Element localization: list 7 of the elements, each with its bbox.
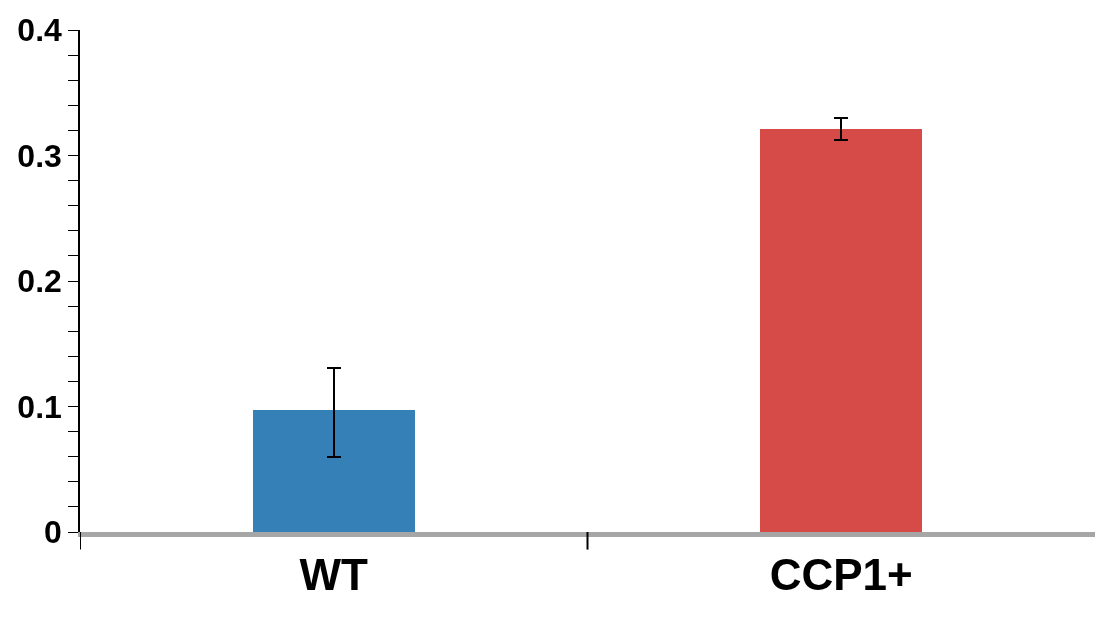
x-tick-label: CCP1+ [769, 549, 913, 599]
y-tick-label: 0.2 [17, 263, 62, 300]
y-tick-label: 0 [44, 514, 62, 551]
y-tick-label: 0.1 [17, 388, 62, 425]
y-tick-label: 0.4 [17, 12, 63, 49]
y-tick-label: 0.3 [17, 137, 62, 174]
x-tick-label: WT [299, 549, 369, 599]
